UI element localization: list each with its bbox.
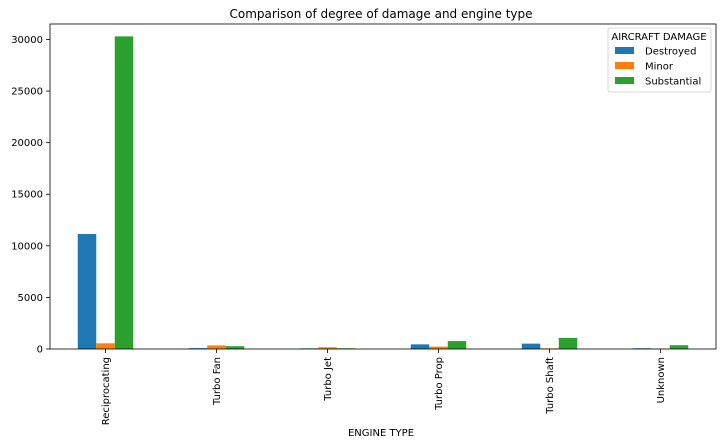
- y-tick-label: 15000: [11, 190, 43, 201]
- bar-destroyed-turbo-prop: [410, 344, 430, 349]
- bar-substantial-turbo-fan: [225, 346, 245, 349]
- bar-minor-reciprocating: [96, 343, 115, 349]
- bar-substantial-turbo-prop: [447, 341, 467, 349]
- plot-frame: [49, 23, 717, 350]
- legend-swatch-destroyed: [615, 47, 634, 54]
- chart-title: Comparison of degree of damage and engin…: [229, 7, 532, 21]
- bar-substantial-turbo-shaft: [558, 337, 578, 349]
- y-tick-label: 5000: [18, 293, 43, 304]
- legend-label-destroyed: Destroyed: [645, 47, 696, 58]
- bar-substantial-unknown: [669, 345, 689, 349]
- y-axis: 0 5000 10000 15000 20000 25000 30000: [11, 35, 50, 356]
- bar-minor-turbo-prop: [429, 346, 448, 349]
- y-tick-label: 0: [37, 345, 43, 356]
- bar-minor-turbo-jet: [318, 347, 337, 349]
- x-tick-label: Turbo Jet: [323, 357, 334, 402]
- bar-destroyed-turbo-shaft: [521, 343, 541, 349]
- bar-destroyed-turbo-fan: [188, 348, 208, 349]
- x-tick-label: Turbo Fan: [212, 357, 223, 406]
- legend-label-minor: Minor: [645, 62, 674, 73]
- y-tick-label: 30000: [11, 35, 43, 46]
- legend-title: AIRCRAFT DAMAGE: [611, 32, 706, 43]
- legend-swatch-minor: [615, 62, 634, 69]
- y-tick-label: 10000: [11, 241, 43, 252]
- legend-swatch-substantial: [615, 77, 634, 84]
- legend: AIRCRAFT DAMAGE Destroyed Minor Substantia…: [607, 27, 712, 93]
- bar-destroyed-reciprocating: [77, 233, 97, 349]
- bar-substantial-reciprocating: [114, 36, 134, 349]
- legend-label-substantial: Substantial: [645, 77, 701, 88]
- y-tick-label: 25000: [11, 87, 43, 98]
- y-tick-label: 20000: [11, 138, 43, 149]
- x-axis: Reciprocating Turbo Fan Turbo Jet Turbo Pro…: [101, 349, 667, 425]
- x-tick-label: Turbo Prop: [434, 357, 445, 411]
- x-tick-label: Reciprocating: [101, 357, 112, 425]
- bars-group: [77, 36, 689, 349]
- x-axis-label: ENGINE TYPE: [348, 428, 414, 439]
- x-tick-label: Turbo Shaft: [545, 357, 556, 415]
- legend-box: [607, 27, 712, 93]
- bar-minor-turbo-fan: [207, 345, 226, 349]
- x-tick-label: Unknown: [656, 357, 667, 403]
